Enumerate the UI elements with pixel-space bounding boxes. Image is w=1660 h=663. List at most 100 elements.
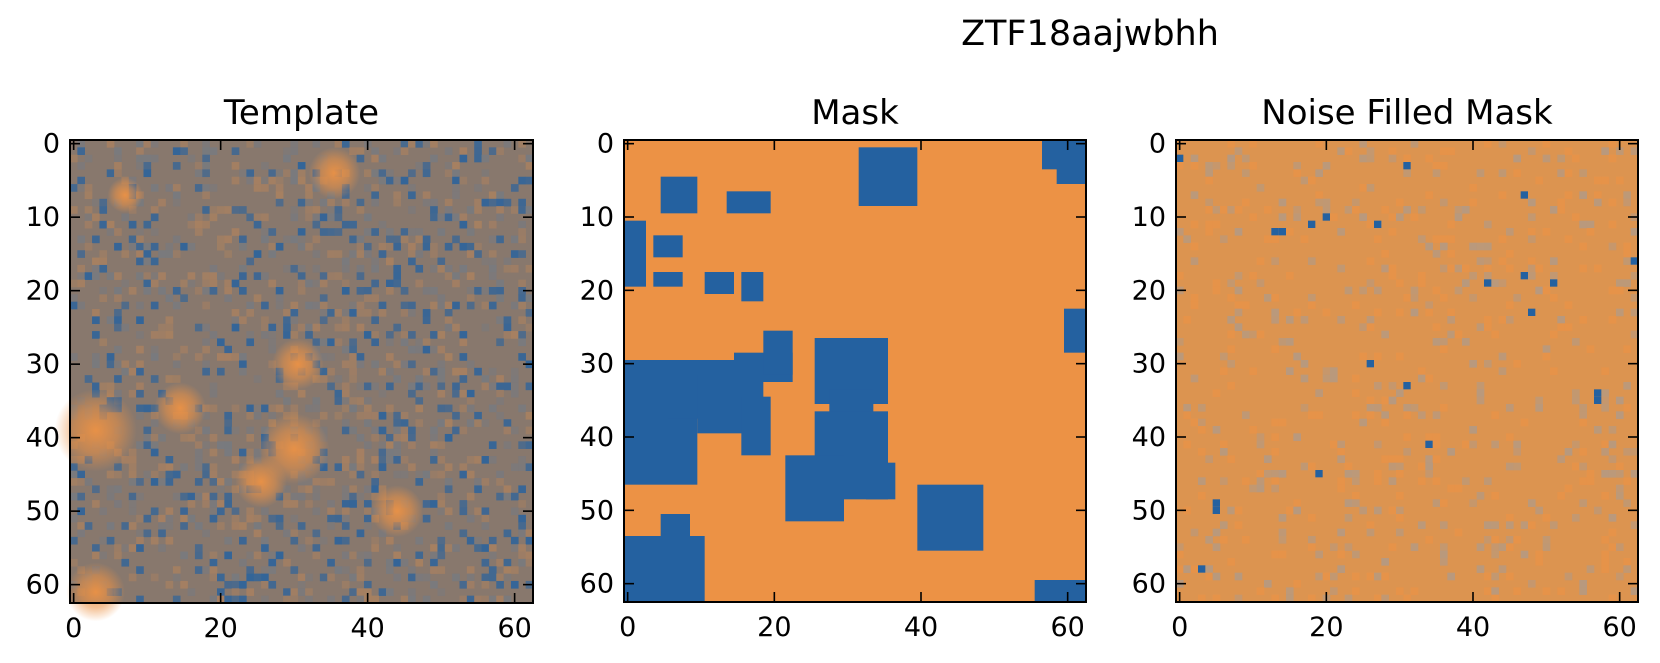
heatmap-pixel [496,492,504,501]
heatmap-pixel [1227,345,1235,353]
heatmap-pixel [1608,426,1617,434]
y-tick-label: 40 [580,422,614,453]
heatmap-pixel [1374,235,1382,243]
heatmap-pixel [430,250,438,258]
heatmap-pixel [216,485,225,494]
heatmap-pixel [202,566,210,574]
heatmap-pixel [114,345,122,354]
heatmap-pixel [143,433,152,442]
heatmap-pixel [1300,404,1309,412]
heatmap-pixel [114,544,122,552]
heatmap-pixel [268,228,277,236]
heatmap-pixel [1359,418,1367,427]
heatmap-pixel [1374,572,1382,581]
heatmap-pixel [1388,228,1397,236]
heatmap-pixel [356,456,365,464]
heatmap-pixel [1278,338,1287,346]
heatmap-pixel [334,140,343,148]
heatmap-pixel [297,169,306,178]
heatmap-pixel [165,331,174,339]
heatmap-pixel [1447,235,1455,243]
heatmap-pixel [408,595,416,604]
heatmap-pixel [1594,426,1602,434]
heatmap-pixel [180,580,188,589]
heatmap-pixel [121,279,130,288]
heatmap-pixel [386,404,394,413]
heatmap-pixel [349,309,357,317]
heatmap-pixel [261,162,269,170]
heatmap-pixel [1447,147,1455,155]
heatmap-pixel [114,360,122,369]
heatmap-pixel [1454,484,1463,493]
heatmap-pixel [150,441,159,449]
heatmap-pixel [187,500,196,508]
heatmap-pixel [216,353,225,361]
masked-region [653,235,683,258]
heatmap-pixel [496,198,504,207]
heatmap-pixel [224,294,232,302]
heatmap-pixel [1550,272,1558,280]
heatmap-pixel [503,323,512,332]
heatmap-pixel [400,140,409,148]
heatmap-pixel [1176,550,1184,559]
heatmap-pixel [1484,323,1492,331]
heatmap-pixel [128,544,137,552]
heatmap-pixel [158,323,166,332]
heatmap-pixel [128,367,137,376]
heatmap-pixel [488,595,497,604]
heatmap-pixel [312,279,321,288]
heatmap-pixel [1476,492,1485,500]
heatmap-pixel [297,162,306,170]
y-tick-label: 60 [1132,569,1166,600]
heatmap-pixel [1418,235,1426,243]
heatmap-pixel [430,331,438,339]
heatmap-pixel [150,206,159,214]
heatmap-pixel [1388,396,1397,405]
heatmap-pixel [349,426,357,435]
heatmap-pixel [1264,580,1272,588]
heatmap-pixel [496,235,504,244]
heatmap-pixel [136,272,144,280]
heatmap-pixel [1388,477,1397,485]
heatmap-pixel [297,544,306,552]
heatmap-pixel [1190,528,1199,537]
heatmap-pixel [466,404,475,413]
heatmap-pixel [393,264,402,273]
heatmap-pixel [518,228,526,236]
heatmap-pixel [1432,169,1441,177]
heatmap-pixel [290,536,299,545]
heatmap-pixel [70,492,78,501]
heatmap-pixel [1586,470,1595,478]
heatmap-pixel [297,573,306,582]
heatmap-pixel [1418,279,1426,287]
heatmap-pixel [327,338,335,347]
heatmap-pixel [1476,242,1485,251]
heatmap-pixel [1366,396,1375,405]
heatmap-pixel [246,426,255,435]
heatmap-pixel [466,595,475,604]
heatmap-pixel [128,448,137,457]
heatmap-pixel [1572,440,1580,449]
heatmap-pixel [180,242,188,251]
heatmap-pixel [268,345,277,354]
heatmap-pixel [1557,198,1565,207]
heatmap-pixel [128,242,137,251]
heatmap-pixel [496,558,504,567]
y-tick-label: 60 [580,569,614,600]
heatmap-pixel [1344,499,1353,507]
heatmap-pixel [128,507,137,516]
heatmap-pixel [305,213,313,222]
x-tick-label: 40 [350,613,384,644]
heatmap-pixel [1410,140,1419,148]
heatmap-pixel [1381,455,1389,463]
heatmap-pixel [503,573,512,582]
heatmap-pixel [393,551,402,560]
heatmap-pixel [77,250,85,258]
heatmap-pixel [1528,257,1536,265]
bright-source [271,338,324,391]
heatmap-pixel [283,147,291,155]
heatmap-pixel [268,242,277,251]
heatmap-pixel [136,382,144,391]
heatmap-pixel [209,382,218,391]
heatmap-pixel [246,140,255,148]
